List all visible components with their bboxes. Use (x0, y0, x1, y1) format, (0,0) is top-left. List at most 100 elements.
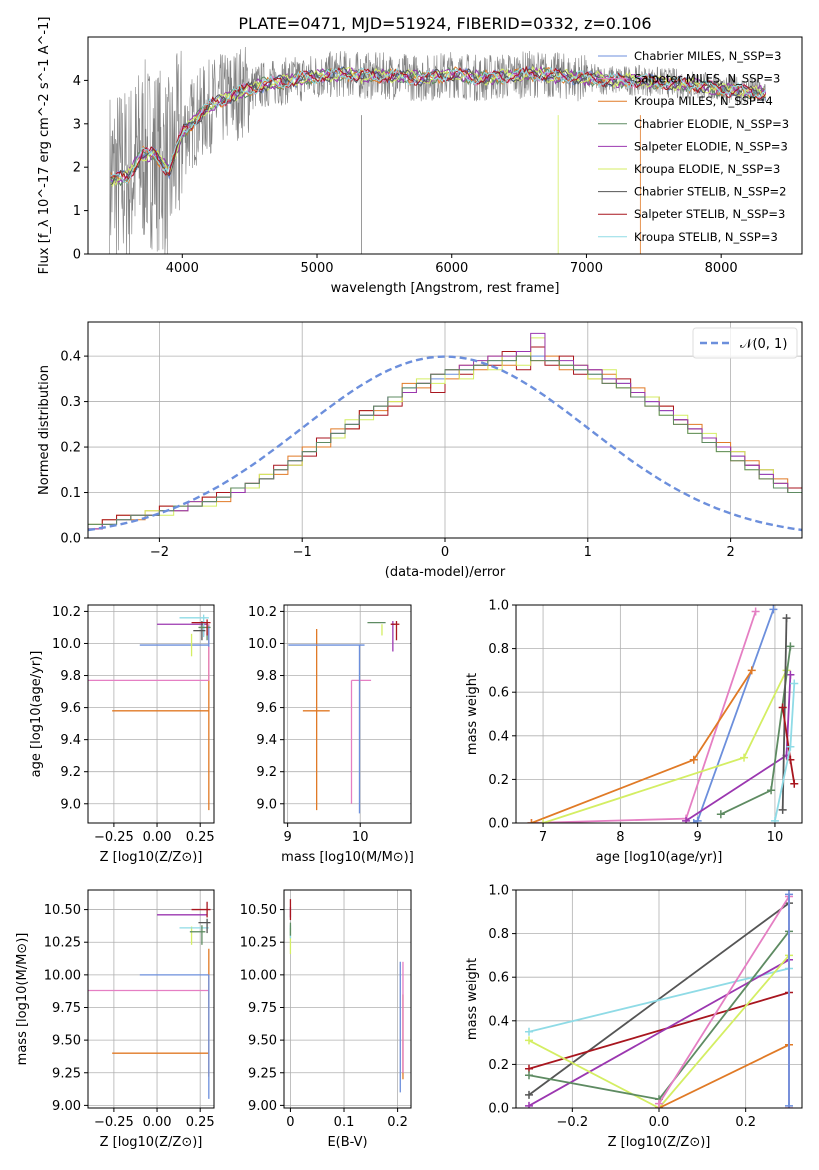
y-tick-label: 9.25 (52, 1066, 81, 1081)
weight-line-1 (693, 609, 775, 823)
y-tick-label: 0.2 (488, 773, 509, 788)
x-tick-label: 0.0 (649, 1115, 670, 1130)
weight-marker-4 (682, 816, 691, 823)
normal-curve (88, 355, 802, 532)
y-tick-label: 9.6 (60, 701, 81, 716)
panel-age-vs-Z: −0.25 0.00 0.25 9.0 9.2 9.4 9.6 9.8 10.0 10.2 Z [l… (29, 604, 215, 865)
weight-marker-7 (655, 1099, 663, 1108)
weight-marker-1 (525, 1027, 533, 1036)
weight-line-5 (720, 646, 792, 816)
weight-line-3 (528, 959, 790, 1107)
y-tick-label: 9.4 (256, 733, 277, 748)
legend-label-6: Chabrier STELIB, N_SSP=2 (634, 185, 786, 199)
y-tick-label: 0.0 (488, 1102, 509, 1117)
x-axis-label: Z [log10(Z/Z⊙)] (608, 1135, 711, 1150)
x-tick-label: −0.2 (557, 1115, 589, 1130)
axes-frame (283, 604, 412, 824)
plot-area (109, 46, 767, 254)
model-line-0 (110, 65, 767, 183)
y-tick-label: 9.8 (60, 669, 81, 684)
panel-spectrum: Chabrier MILES, N_SSP=3 Salpeter MILES, N… (37, 17, 803, 296)
y-tick-label: 3 (73, 117, 81, 132)
legend-label-5: Kroupa ELODIE, N_SSP=3 (634, 162, 780, 176)
x-tick-label: 0.00 (143, 1115, 172, 1130)
y-tick-label: 0.8 (488, 642, 509, 657)
panel-weight-vs-age: 7 8 9 10 0.0 0.2 0.4 0.6 0.8 1.0 age [log10(age/yr… (465, 599, 803, 865)
x-tick-label: 1 (584, 545, 592, 560)
x-tick-label: 0.00 (143, 830, 172, 845)
legend-label-2: Kroupa MILES, N_SSP=4 (634, 94, 773, 108)
model-line-8 (110, 66, 767, 184)
x-axis-label: Z [log10(Z/Z⊙)] (100, 1135, 203, 1150)
weight-marker-0 (525, 1090, 533, 1099)
y-tick-label: 4 (73, 74, 81, 89)
x-tick-label: 9 (694, 830, 702, 845)
weight-marker-5 (525, 1071, 533, 1080)
y-tick-label: 1.0 (488, 884, 509, 899)
panel-residuals: 𝒩(0, 1) −2 −1 0 1 2 0.0 0.1 0.2 0.3 0.4 (data-model… (37, 321, 803, 580)
weight-marker-2 (689, 755, 698, 764)
y-tick-label: 0.6 (488, 971, 509, 986)
y-tick-label: 9.25 (248, 1066, 277, 1081)
weight-marker-2 (527, 819, 536, 823)
panel-weight-vs-Z: −0.2 0.0 0.2 0.0 0.2 0.4 0.6 0.8 1.0 Z [log10(Z/Z… (465, 884, 803, 1150)
axes-frame (87, 604, 215, 824)
y-tick-label: 10.00 (44, 968, 81, 983)
x-tick-label: −0.25 (94, 1115, 134, 1130)
weight-marker-8 (770, 816, 779, 823)
histogram-5 (88, 355, 802, 538)
plot-area (88, 332, 802, 538)
y-tick-label: 10.2 (52, 605, 81, 620)
plot-area (527, 605, 799, 823)
x-tick-label: −1 (293, 545, 312, 560)
weight-marker-1 (693, 816, 702, 823)
y-tick-label: 1.0 (488, 599, 509, 614)
weight-marker-5 (767, 786, 776, 795)
weight-marker-3 (740, 753, 749, 762)
plot-area (289, 899, 404, 1093)
x-tick-label: 7 (539, 830, 547, 845)
weight-marker-2 (747, 666, 756, 675)
plot-area (88, 901, 211, 1099)
model-line-6 (110, 66, 766, 185)
weight-marker-3 (525, 1101, 533, 1108)
y-tick-label: 9.4 (60, 733, 81, 748)
x-axis-label: wavelength [Angstrom, rest frame] (331, 281, 560, 296)
y-tick-label: 9.00 (52, 1099, 81, 1114)
legend-label-4: Salpeter ELODIE, N_SSP=3 (634, 139, 788, 153)
x-tick-label: 0.25 (186, 830, 215, 845)
legend-label-0: Chabrier MILES, N_SSP=3 (634, 49, 781, 63)
y-axis-label: Normed distribution (37, 365, 52, 495)
y-tick-label: 0.4 (488, 729, 509, 744)
legend-label-1: Salpeter MILES, N_SSP=3 (634, 72, 780, 86)
weight-line-4 (528, 954, 790, 1108)
weight-marker-5 (716, 810, 725, 819)
y-tick-label: 9.6 (256, 701, 277, 716)
y-tick-label: 0.2 (488, 1058, 509, 1073)
axes-frame (515, 604, 803, 824)
y-tick-label: 0.3 (60, 395, 81, 410)
y-tick-label: 9.8 (256, 669, 277, 684)
x-axis-label: age [log10(age/yr)] (596, 850, 723, 865)
y-axis-label: age [log10(age/yr)] (29, 651, 44, 778)
weight-marker-3 (539, 819, 548, 823)
y-tick-label: 9.0 (256, 797, 277, 812)
weight-marker-6 (778, 805, 787, 814)
charts-container: Chabrier MILES, N_SSP=3 Salpeter MILES, N… (15, 17, 803, 1150)
y-tick-label: 9.0 (60, 797, 81, 812)
y-tick-label: 9.00 (248, 1099, 277, 1114)
x-tick-label: 5000 (300, 261, 333, 276)
y-tick-label: 0.6 (488, 686, 509, 701)
observed-spectrum-line (109, 46, 766, 254)
y-axis-label: mass weight (465, 673, 480, 755)
axes-frame (283, 889, 412, 1109)
panel-mass-vs-Z: −0.25 0.00 0.25 9.00 9.25 9.50 9.75 10.00 10.25 1… (15, 889, 215, 1150)
x-tick-label: −0.25 (94, 830, 134, 845)
weight-marker-8 (785, 1101, 793, 1108)
y-tick-label: 10.25 (240, 936, 277, 951)
y-tick-label: 9.75 (52, 1001, 81, 1016)
panel-age-vs-mass: 9 10 9.0 9.2 9.4 9.6 9.8 10.0 10.2 mass [log10(M/… (248, 604, 414, 865)
x-axis-label: Z [log10(Z/Z⊙)] (100, 850, 203, 865)
x-tick-label: 4000 (166, 261, 199, 276)
legend-label-8: Kroupa STELIB, N_SSP=3 (634, 230, 778, 244)
